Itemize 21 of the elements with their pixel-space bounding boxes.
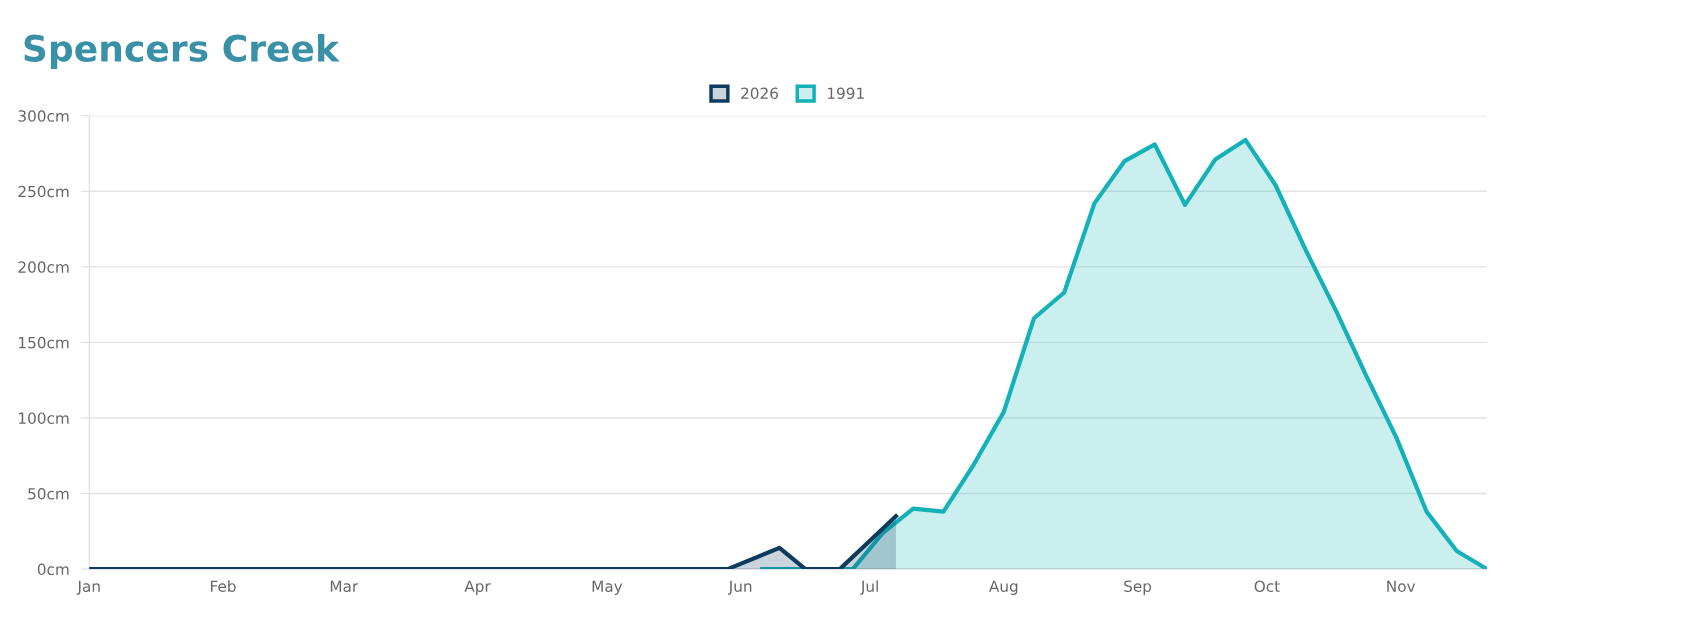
x-tick-label: Jun xyxy=(727,580,752,595)
y-tick-label: 200cm xyxy=(18,261,69,273)
legend-label: 2026 xyxy=(741,87,778,100)
legend-label: 1991 xyxy=(827,87,864,100)
x-tick-label: Oct xyxy=(1254,580,1280,592)
x-tick-label: Aug xyxy=(989,580,1018,595)
x-tick-label: Nov xyxy=(1387,580,1416,592)
y-tick-label: 300cm xyxy=(18,110,69,122)
x-tick-label: Apr xyxy=(464,580,491,595)
y-tick-label: 100cm xyxy=(19,412,69,424)
x-tick-label: Feb xyxy=(210,580,236,592)
y-tick-label: 0cm xyxy=(37,563,69,576)
x-tick-label: May xyxy=(592,580,623,595)
x-tick-label: Jul xyxy=(860,580,878,595)
x-tick-label: Mar xyxy=(330,580,359,592)
x-tick-label: Sep xyxy=(1124,580,1152,595)
y-tick-label: 50cm xyxy=(28,487,69,500)
y-tick-label: 150cm xyxy=(19,336,69,349)
x-tick-label: Jan xyxy=(76,580,100,595)
y-tick-label: 250cm xyxy=(18,185,69,198)
chart-title: Spencers Creek xyxy=(24,33,340,69)
